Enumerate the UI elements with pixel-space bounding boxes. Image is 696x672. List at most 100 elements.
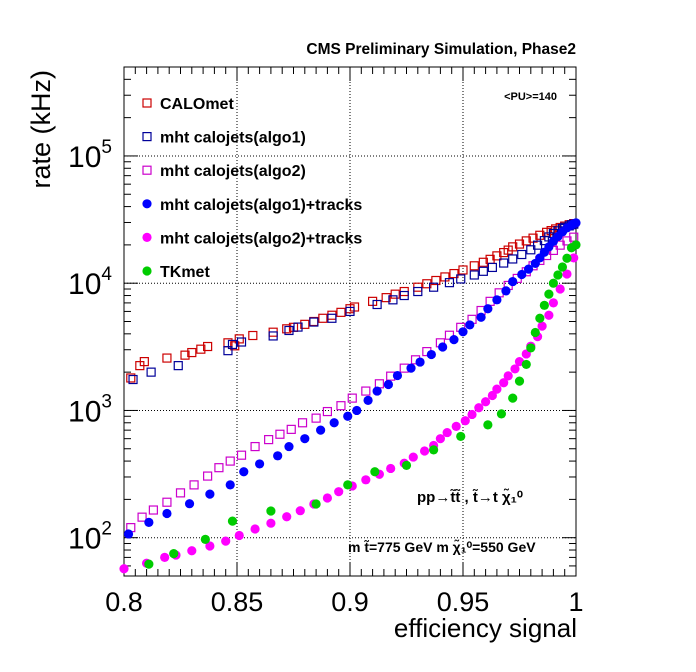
legend-marker [142, 199, 152, 209]
data-point [297, 418, 308, 428]
data-point [327, 313, 337, 323]
data-point [334, 487, 344, 497]
data-point [521, 236, 531, 246]
data-point [200, 534, 210, 544]
data-point [381, 293, 391, 303]
data-point [284, 325, 294, 336]
data-point [239, 467, 249, 477]
legend-marker [142, 132, 152, 142]
legend-marker [142, 165, 152, 175]
y-tick-exponent: 4 [101, 264, 112, 285]
data-point [284, 441, 294, 452]
data-point [537, 321, 547, 331]
mass-annotation: m t̃=775 GeV m χ̃₁⁰=550 GeV [348, 538, 536, 555]
data-point [343, 480, 353, 490]
x-tick-label: 0.9 [331, 587, 369, 617]
data-point [478, 257, 488, 267]
data-point [273, 451, 283, 461]
x-tick-label: 0.95 [437, 587, 490, 617]
data-point [548, 278, 559, 288]
data-point [523, 264, 534, 274]
data-point [264, 435, 274, 445]
data-point [162, 353, 172, 363]
series-tkmet [144, 240, 581, 569]
legend-marker [142, 232, 152, 242]
data-point [175, 488, 186, 498]
data-point [406, 363, 416, 373]
y-tick-label: 102 [68, 519, 112, 556]
data-point [562, 253, 572, 263]
data-point [508, 393, 518, 403]
data-point [510, 364, 520, 374]
y-tick-base: 10 [68, 395, 101, 428]
data-point [476, 312, 486, 322]
data-point [444, 278, 455, 288]
data-point [363, 395, 373, 405]
data-point [234, 334, 244, 344]
data-point [169, 548, 179, 559]
data-point [499, 258, 509, 268]
data-point [343, 411, 353, 421]
data-point [336, 307, 346, 317]
data-point [189, 480, 199, 490]
data-point [426, 349, 436, 360]
x-tick-label: 0.85 [211, 587, 264, 617]
data-point [144, 559, 154, 569]
data-point [435, 434, 445, 444]
series-mht-calojets-algo1-tracks [123, 218, 581, 539]
data-point [456, 274, 466, 284]
data-point [205, 489, 215, 499]
y-tick-base: 10 [68, 268, 101, 301]
data-point [128, 374, 138, 385]
pileup-annotation: <PU>=140 [504, 91, 557, 103]
data-point [336, 401, 346, 411]
data-point [419, 446, 430, 456]
data-point [225, 456, 235, 466]
data-point [214, 463, 224, 473]
data-point [187, 347, 197, 358]
data-point [352, 405, 362, 416]
data-point [487, 390, 497, 401]
data-point [492, 295, 502, 305]
data-point [501, 286, 511, 296]
data-point [514, 376, 525, 386]
y-tick-exponent: 5 [101, 137, 112, 158]
data-point [196, 344, 206, 354]
data-point [383, 379, 394, 390]
data-point [442, 427, 452, 438]
legend-entry-mht-calojets-algo2: mht calojets(algo2) [142, 163, 306, 180]
data-point [372, 299, 382, 310]
data-point [429, 282, 439, 292]
data-point [255, 459, 265, 469]
data-point [458, 265, 468, 275]
data-point [146, 367, 156, 377]
data-point [469, 270, 479, 280]
data-point [205, 541, 215, 551]
data-point [236, 450, 247, 460]
data-point [300, 319, 310, 329]
data-point [227, 339, 238, 350]
data-point [458, 327, 468, 337]
data-point [282, 324, 292, 334]
data-point [184, 499, 195, 509]
data-point [227, 516, 238, 526]
data-point [250, 441, 260, 452]
data-point [544, 310, 554, 320]
data-point [526, 245, 536, 255]
data-point [203, 471, 213, 481]
data-point [555, 284, 565, 294]
data-point [487, 262, 497, 273]
data-point [553, 270, 563, 280]
data-point [483, 420, 493, 430]
data-point [286, 424, 296, 434]
chart-title: CMS Preliminary Simulation, Phase2 [306, 41, 576, 58]
data-point [465, 320, 475, 330]
data-point [162, 508, 172, 519]
y-tick-label: 105 [68, 137, 112, 174]
legend-label: mht calojets(algo2)+tracks [160, 230, 362, 247]
data-point [469, 261, 479, 271]
data-point [390, 289, 400, 299]
grid-lines [124, 67, 576, 576]
data-point [483, 304, 493, 314]
data-point [361, 386, 371, 396]
